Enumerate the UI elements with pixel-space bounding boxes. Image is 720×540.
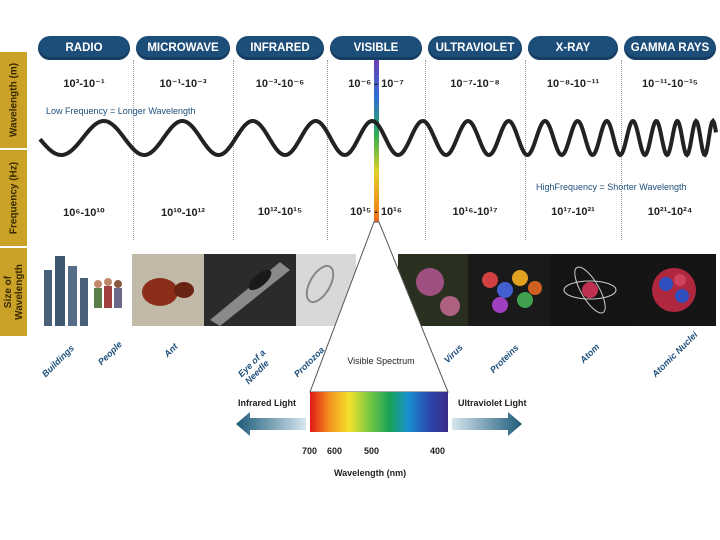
- protozoa-photo: [296, 254, 356, 326]
- visible-spectrum-bar: [310, 392, 448, 432]
- band-separator: [233, 60, 234, 240]
- tick-600: 600: [327, 446, 343, 456]
- ultraviolet-arrow-icon: [452, 412, 522, 436]
- band-header-xray: X-RAY: [528, 36, 618, 60]
- people-illustration: [94, 278, 122, 308]
- band-separator: [425, 60, 426, 240]
- frequency-value-gamma: 10²¹-10²⁴: [647, 206, 693, 218]
- wavelength-value-xray: 10⁻⁸-10⁻¹¹: [546, 78, 600, 90]
- band-name: MICROWAVE: [147, 42, 219, 54]
- wavelength-value-microwave: 10⁻¹-10⁻³: [159, 78, 207, 90]
- high-frequency-note: HighFrequency = Shorter Wavelength: [536, 182, 687, 192]
- band-header-microwave: MICROWAVE: [136, 36, 230, 60]
- band-header-ultraviolet: ULTRAVIOLET: [428, 36, 522, 60]
- infrared-light-label: Infrared Light: [238, 398, 296, 408]
- wavelength-value-visible: 10⁻⁶ - 10⁻⁷: [348, 78, 404, 90]
- band-name: GAMMA RAYS: [630, 42, 710, 54]
- band-name: VISIBLE: [353, 42, 399, 54]
- band-name: RADIO: [65, 42, 103, 54]
- frequency-value-ultraviolet: 10¹⁶-10¹⁷: [452, 206, 498, 218]
- tick-400: 400: [430, 446, 446, 456]
- band-name: INFRARED: [250, 42, 310, 54]
- spectrum-axis-label: Wavelength (nm): [334, 468, 407, 478]
- object-label-ant: Ant: [162, 341, 180, 360]
- object-label-proteins: Proteins: [488, 342, 521, 376]
- band-separator: [525, 60, 526, 240]
- wavelength-value-gamma: 10⁻¹¹-10⁻¹⁵: [642, 78, 698, 90]
- size-comparison-strip: [38, 254, 716, 326]
- band-header-infrared: INFRARED: [236, 36, 324, 60]
- frequency-value-radio: 10⁶-10¹⁰: [63, 207, 105, 219]
- band-name: X-RAY: [555, 42, 591, 54]
- object-label-needle: Eye of a Needle: [236, 347, 272, 387]
- wavelength-value-radio: 10³-10⁻¹: [63, 78, 105, 90]
- band-header-gamma: GAMMA RAYS: [624, 36, 716, 60]
- ultraviolet-light-label: Ultraviolet Light: [458, 398, 527, 408]
- buildings-illustration: [38, 256, 128, 326]
- band-name: ULTRAVIOLET: [435, 42, 515, 54]
- band-separator: [327, 60, 328, 240]
- object-label-nuclei: Atomic Nuclei: [650, 329, 700, 380]
- object-label-buildings: Buildings: [40, 343, 77, 380]
- frequency-value-infrared: 10¹²-10¹⁵: [257, 206, 303, 218]
- band-header-visible: VISIBLE: [330, 36, 422, 60]
- low-frequency-note: Low Frequency = Longer Wavelength: [46, 106, 196, 116]
- tick-700: 700: [302, 446, 318, 456]
- wavelength-value-infrared: 10⁻³-10⁻⁶: [255, 78, 305, 90]
- frequency-value-microwave: 10¹⁰-10¹²: [161, 207, 205, 219]
- frequency-value-xray: 10¹⁷-10²¹: [551, 206, 595, 218]
- size-sidebar: Size of Wavelength: [0, 248, 27, 336]
- wavelength-sidebar: Wavelength (m): [0, 52, 27, 148]
- object-label-protozoa: Protozoa: [292, 344, 327, 380]
- infrared-arrow-icon: [236, 412, 306, 436]
- electromagnetic-wave: [38, 117, 718, 158]
- visible-color-bar: [374, 60, 379, 246]
- tick-500: 500: [364, 446, 380, 456]
- object-label-people: People: [96, 339, 124, 368]
- band-header-radio: RADIO: [38, 36, 130, 60]
- object-label-virus: Virus: [442, 342, 465, 366]
- frequency-value-visible: 10¹⁵ - 10¹⁶: [350, 206, 402, 218]
- object-label-atom: Atom: [578, 341, 602, 366]
- visible-spectrum-title: Visible Spectrum: [347, 356, 415, 366]
- frequency-sidebar: Frequency (Hz): [0, 150, 27, 246]
- wavelength-value-ultraviolet: 10⁻⁷-10⁻⁸: [450, 78, 500, 90]
